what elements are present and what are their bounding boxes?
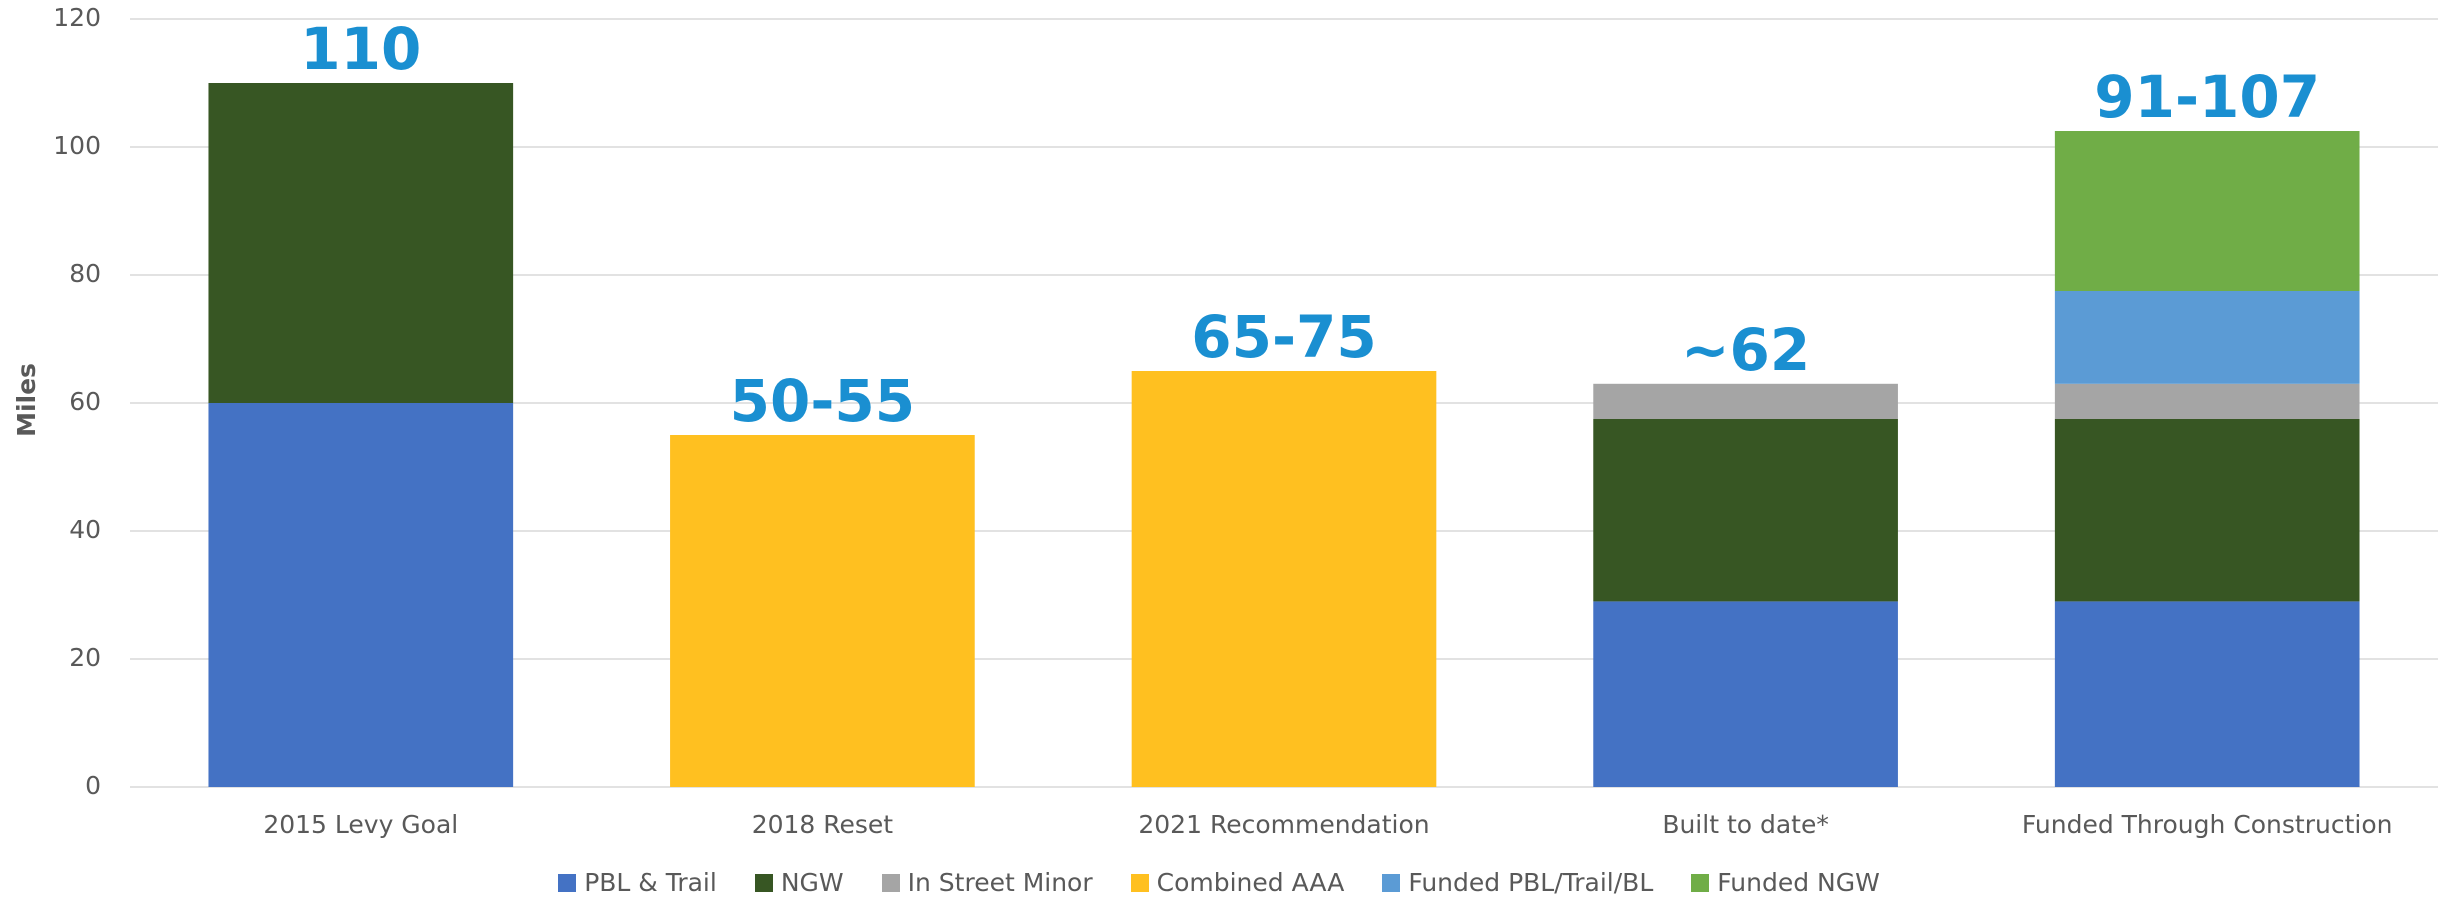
y-tick-label: 100 bbox=[53, 131, 101, 160]
bar-segment bbox=[2054, 383, 2360, 419]
legend-swatch bbox=[881, 873, 900, 892]
legend-label: PBL & Trail bbox=[584, 868, 717, 897]
legend-label: Funded PBL/Trail/BL bbox=[1408, 868, 1654, 897]
x-tick-label: 2021 Recommendation bbox=[1138, 810, 1429, 839]
total-label: 50-55 bbox=[730, 367, 916, 435]
bar-segment bbox=[208, 83, 514, 403]
legend-swatch bbox=[1130, 873, 1149, 892]
chart: Miles 0 20 40 60 80 100 120 110 2015 Levy Goal 50… bbox=[12, 3, 2438, 839]
bar-segment bbox=[1593, 419, 1898, 602]
bar-segment bbox=[1593, 601, 1898, 787]
legend-swatch bbox=[1382, 873, 1401, 892]
bar-segment bbox=[1131, 371, 1437, 787]
legend-label: Funded NGW bbox=[1717, 868, 1880, 897]
y-axis-label: Miles bbox=[12, 363, 41, 437]
x-tick-label: 2015 Levy Goal bbox=[263, 810, 458, 839]
y-tick-label: 0 bbox=[85, 771, 101, 800]
y-tick-label: 80 bbox=[69, 259, 101, 288]
total-label: 110 bbox=[300, 15, 421, 83]
legend-label: NGW bbox=[780, 868, 844, 897]
x-tick-label: Funded Through Construction bbox=[2022, 810, 2393, 839]
total-label: 91-107 bbox=[2094, 63, 2320, 131]
legend-item: PBL & Trail bbox=[558, 868, 717, 897]
bar-segment bbox=[670, 435, 975, 787]
y-tick-label: 60 bbox=[69, 387, 101, 416]
x-tick-label: 2018 Reset bbox=[752, 810, 894, 839]
legend-label: In Street Minor bbox=[907, 868, 1093, 897]
bar-segment bbox=[208, 403, 514, 787]
bar-segment bbox=[2054, 131, 2360, 291]
bar-segment bbox=[2054, 601, 2360, 787]
y-tick-label: 120 bbox=[53, 3, 101, 32]
total-label: ~62 bbox=[1681, 316, 1810, 384]
legend-swatch bbox=[558, 873, 577, 892]
legend-item: NGW bbox=[754, 868, 844, 897]
bar-segment bbox=[2054, 291, 2360, 384]
bar-segment bbox=[1593, 383, 1898, 419]
legend-item: Funded PBL/Trail/BL bbox=[1382, 868, 1653, 897]
bar-segment bbox=[2054, 419, 2360, 602]
total-label: 65-75 bbox=[1191, 303, 1377, 371]
legend-label: Combined AAA bbox=[1156, 868, 1345, 897]
legend: PBL & Trail NGW In Street Minor Combined AA… bbox=[0, 868, 2438, 897]
y-tick-label: 40 bbox=[69, 515, 101, 544]
legend-item: In Street Minor bbox=[881, 868, 1093, 897]
legend-item: Funded NGW bbox=[1691, 868, 1880, 897]
y-tick-label: 20 bbox=[69, 643, 101, 672]
legend-swatch bbox=[754, 873, 773, 892]
x-tick-label: Built to date* bbox=[1662, 810, 1829, 839]
legend-item: Combined AAA bbox=[1130, 868, 1345, 897]
legend-swatch bbox=[1691, 873, 1710, 892]
